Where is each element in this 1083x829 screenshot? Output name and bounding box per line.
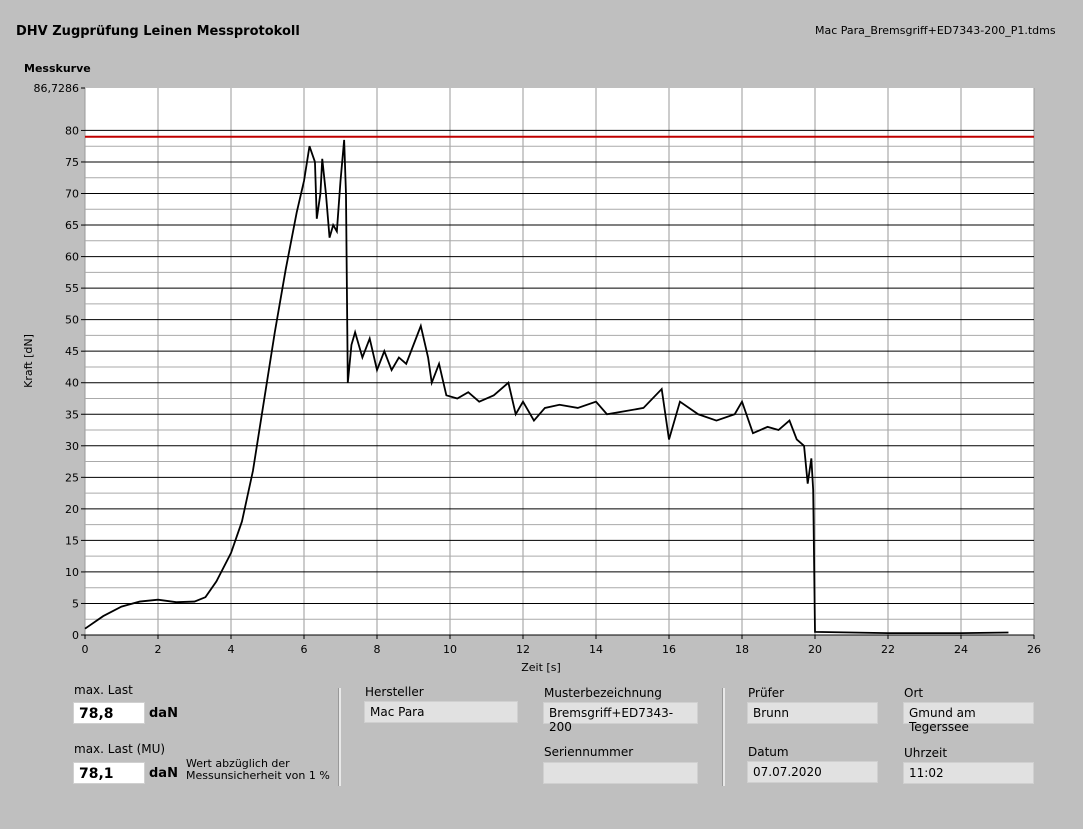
plot-area [85, 88, 1034, 635]
y-tick-label: 75 [65, 156, 79, 169]
label: Prüfer [748, 686, 785, 700]
y-tick-label: 25 [65, 471, 79, 484]
label: Uhrzeit [904, 746, 948, 760]
x-tick-label: 26 [1027, 643, 1041, 656]
y-tick-label: 35 [65, 408, 79, 421]
separator [722, 688, 725, 786]
label: max. Last [74, 683, 133, 697]
field: 78,8 [73, 702, 145, 724]
field: Gmund am Tegerssee [903, 702, 1034, 734]
x-tick-label: 0 [82, 643, 89, 656]
note: Wert abzüglich der Messunsicherheit von … [186, 757, 330, 782]
field: 78,1 [73, 762, 145, 784]
file-name: Mac Para_Bremsgriff+ED7343-200_P1.tdms [815, 24, 1056, 37]
field: Brunn [747, 702, 878, 724]
y-tick-label: 55 [65, 282, 79, 295]
x-tick-label: 12 [516, 643, 530, 656]
y-tick-label: 40 [65, 377, 79, 390]
y-tick-label: 65 [65, 219, 79, 232]
x-axis-label: Zeit [s] [521, 661, 560, 674]
y-tick-label: 30 [65, 440, 79, 453]
x-tick-label: 6 [301, 643, 308, 656]
y-axis-label: Kraft [dN] [22, 334, 35, 388]
x-tick-label: 2 [155, 643, 162, 656]
field [543, 762, 698, 784]
y-tick-label: 70 [65, 188, 79, 201]
label: Hersteller [365, 685, 424, 699]
chart: Messkurve Zeit [s] Kraft [dN] 0 2 4 6 8 10 12 1… [22, 62, 1041, 674]
label: Ort [904, 686, 924, 700]
y-tick-label: 60 [65, 251, 79, 264]
unit: daN [149, 766, 178, 781]
y-tick-label: 20 [65, 503, 79, 516]
y-tick-label: 10 [65, 566, 79, 579]
y-tick-label: 5 [72, 597, 79, 610]
label: Musterbezeichnung [544, 686, 662, 700]
separator [338, 688, 341, 786]
x-tick-label: 10 [443, 643, 457, 656]
field: 11:02 [903, 762, 1034, 784]
x-tick-label: 14 [589, 643, 603, 656]
x-tick-label: 8 [374, 643, 381, 656]
x-tick-label: 24 [954, 643, 968, 656]
y-tick-label: 86,7286 [34, 82, 80, 95]
y-tick-label: 15 [65, 534, 79, 547]
unit: daN [149, 706, 178, 721]
x-tick-label: 20 [808, 643, 822, 656]
label: Seriennummer [544, 745, 634, 759]
x-tick-label: 22 [881, 643, 895, 656]
chart-title: Messkurve [24, 62, 91, 75]
field: Mac Para [364, 701, 518, 723]
y-tick-label: 45 [65, 345, 79, 358]
x-tick-label: 4 [228, 643, 235, 656]
field: Bremsgriff+ED7343-200 [543, 702, 698, 734]
y-tick-label: 0 [72, 629, 79, 642]
title: DHV Zugprüfung Leinen Messprotokoll [16, 24, 300, 39]
label: Datum [748, 745, 789, 759]
x-tick-label: 16 [662, 643, 676, 656]
field: 07.07.2020 [747, 761, 878, 783]
data-line [84, 139, 1009, 635]
y-tick-label: 80 [65, 124, 79, 137]
label: max. Last (MU) [74, 742, 166, 756]
y-tick-label: 50 [65, 314, 79, 327]
x-tick-label: 18 [735, 643, 749, 656]
